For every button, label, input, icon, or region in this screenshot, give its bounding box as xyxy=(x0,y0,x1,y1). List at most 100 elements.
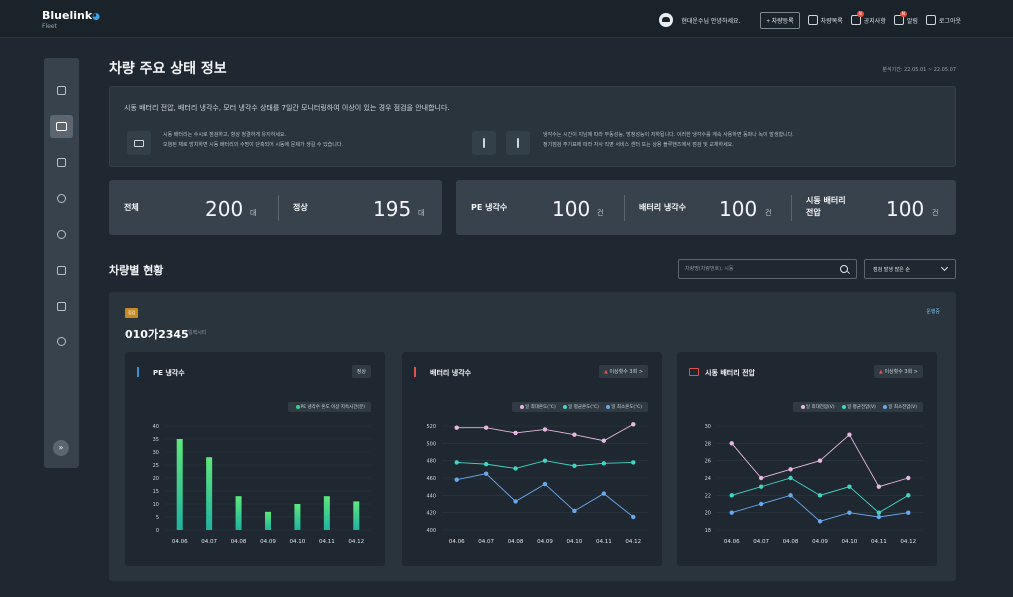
sidebar-item-settings[interactable] xyxy=(53,333,70,350)
nav-label: 알림 xyxy=(906,17,918,25)
data-point xyxy=(847,432,852,437)
brand-name: Bluelink xyxy=(42,9,93,22)
x-tick-label: 04.08 xyxy=(231,539,247,545)
data-point xyxy=(847,484,852,489)
x-tick-label: 04.06 xyxy=(172,539,188,545)
divider xyxy=(624,195,625,221)
x-tick-label: 04.06 xyxy=(449,539,465,545)
x-tick-label: 04.10 xyxy=(567,539,583,545)
sidebar-item-dashboard[interactable] xyxy=(53,82,70,99)
pe-coolant-chart-card: PE 냉각수 정상 PE 냉각수 온도 이상 지속시간(분) 0 5 10 15 20 2… xyxy=(125,352,385,566)
logo[interactable]: Bluelink◕ Fleet xyxy=(42,10,100,30)
register-vehicle-button[interactable]: + 차량등록 xyxy=(760,11,800,29)
nav-logout[interactable]: 로그아웃 xyxy=(925,15,961,25)
sidebar-item-report[interactable] xyxy=(53,262,70,279)
sidebar-item-download[interactable] xyxy=(53,298,70,315)
divider xyxy=(791,195,792,221)
pe-coolant-bar-chart: 0 5 10 15 20 25 30 35 40 04.06 04.07 04.08 04.09 04.1… xyxy=(153,424,371,545)
pin-icon xyxy=(57,230,66,239)
brand-sub: Fleet xyxy=(42,23,57,30)
x-tick-label: 04.11 xyxy=(319,539,335,545)
legend-dot xyxy=(520,404,525,409)
data-point xyxy=(631,460,636,465)
data-point xyxy=(758,501,764,507)
data-point xyxy=(758,484,764,489)
x-tick-label: 04.08 xyxy=(508,539,524,545)
new-badge: N xyxy=(856,11,864,17)
data-point xyxy=(572,463,577,469)
y-tick-label: 24 xyxy=(705,476,711,482)
top-bar: Bluelink◕ Fleet 현대운수님 안녕하세요. + 차량등록 차량목록… xyxy=(0,0,1013,38)
data-point xyxy=(542,481,548,487)
battery-coolant-label: 배터리 냉각수 xyxy=(639,203,686,212)
anomaly-count-button[interactable]: ▲ 이상횟수 3회 > xyxy=(873,365,923,378)
chart-legend: PE 냉각수 온도 이상 지속시간(분) xyxy=(125,402,385,412)
data-point xyxy=(876,510,882,515)
start-battery-value: 100 xyxy=(886,197,925,221)
bar xyxy=(323,496,330,530)
legend-item: 일 최대전압(V) xyxy=(805,405,835,410)
avatar[interactable] xyxy=(659,13,674,27)
data-point xyxy=(906,510,911,515)
chevron-down-icon xyxy=(940,263,949,272)
sort-value: 점검 발생 많은 순 xyxy=(873,267,910,273)
x-tick-label: 04.10 xyxy=(290,539,306,545)
battery-coolant-value: 100 xyxy=(719,197,758,221)
coolant-info-line: 정기점검 주기표에 따라 자사 직영 서비스 센터 또는 상용 블루핸즈에서 점… xyxy=(543,142,734,148)
bar xyxy=(265,511,271,530)
data-point xyxy=(454,425,459,430)
search-input[interactable] xyxy=(685,263,835,275)
x-tick-label: 04.09 xyxy=(537,539,553,545)
nav-alerts[interactable]: N 알림 xyxy=(893,11,918,25)
list-icon xyxy=(807,15,818,25)
data-point xyxy=(729,510,734,515)
expand-sidebar-button[interactable]: » xyxy=(53,440,69,456)
data-point xyxy=(601,461,607,466)
data-point xyxy=(876,514,882,520)
y-tick-label: 440 xyxy=(426,493,436,499)
x-tick-label: 04.07 xyxy=(201,539,217,545)
sidebar-item-vehicle[interactable] xyxy=(50,115,73,138)
y-tick-label: 5 xyxy=(156,515,159,521)
nav-vehicle-list[interactable]: 차량목록 xyxy=(807,15,843,25)
x-tick-label: 04.09 xyxy=(812,539,828,545)
sidebar-item-stats[interactable] xyxy=(53,154,70,171)
y-tick-label: 35 xyxy=(153,437,159,443)
legend-item: 일 평균온도(℃) xyxy=(568,405,599,410)
y-tick-label: 22 xyxy=(705,493,711,499)
bar xyxy=(353,501,360,530)
sidebar: » xyxy=(44,58,79,468)
nav-label: 차량목록 xyxy=(820,17,843,25)
search-icon[interactable] xyxy=(840,265,848,273)
sort-select[interactable]: 점검 발생 많은 순 xyxy=(864,259,956,279)
total-value: 200 xyxy=(205,197,244,221)
legend-item: 일 최대온도(℃) xyxy=(525,405,556,410)
thermometer-icon xyxy=(137,367,147,377)
sidebar-item-location[interactable] xyxy=(53,226,70,243)
data-point xyxy=(483,471,489,476)
document-icon xyxy=(57,266,66,275)
anomaly-count-button[interactable]: ▲ 이상횟수 3회 > xyxy=(598,365,648,378)
bell-icon: N xyxy=(893,11,907,25)
chart-legend: 일 최대온도(℃) 일 평균온도(℃) 일 최소온도(℃) xyxy=(402,402,662,412)
y-tick-label: 400 xyxy=(426,528,436,534)
divider xyxy=(278,195,279,221)
data-point xyxy=(729,493,734,498)
nav-notice[interactable]: N 공지사항 xyxy=(850,11,886,25)
start-battery-label: 시동 배터리 전압 xyxy=(806,195,846,219)
data-point xyxy=(454,477,459,482)
data-point xyxy=(876,484,882,489)
anomaly-count: 이상횟수 3회 > xyxy=(609,369,643,375)
x-tick-label: 04.12 xyxy=(625,539,641,545)
vehicle-count-card: 전체 200 대 정상 195 대 xyxy=(109,180,442,235)
data-point xyxy=(572,508,577,514)
bar xyxy=(206,457,213,530)
normal-unit: 대 xyxy=(418,209,425,217)
data-point xyxy=(729,441,734,446)
page-title: 차량 주요 상태 정보 xyxy=(109,61,227,77)
y-tick-label: 30 xyxy=(705,424,711,430)
sidebar-item-gauge[interactable] xyxy=(53,190,70,207)
vehicle-plate[interactable]: 010가2345 xyxy=(125,328,189,341)
chart-title: 시동 배터리 전압 xyxy=(705,369,755,377)
megaphone-icon: N xyxy=(850,11,864,25)
